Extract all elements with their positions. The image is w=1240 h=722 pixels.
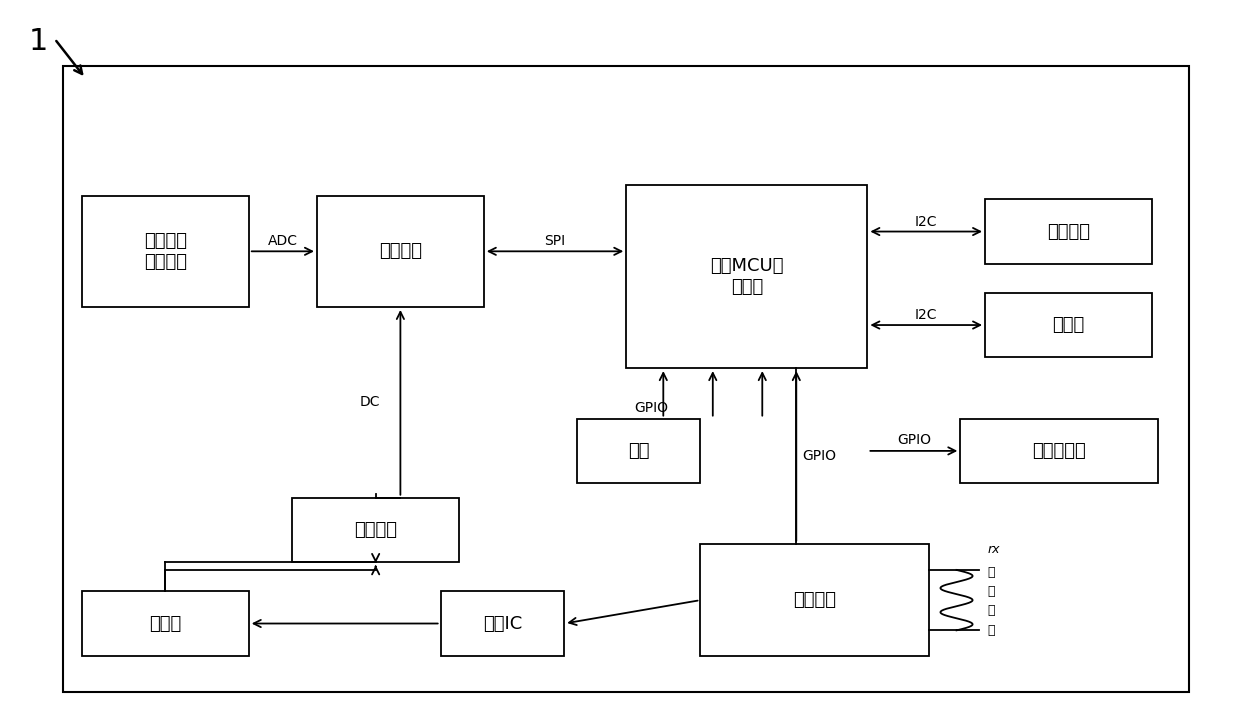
Bar	[960, 419, 1158, 483]
Text: 按键: 按键	[627, 442, 650, 460]
Text: I2C: I2C	[915, 214, 937, 229]
Text: 充电状态灯: 充电状态灯	[1033, 442, 1086, 460]
Text: rx: rx	[987, 543, 999, 556]
Text: 电量计: 电量计	[1053, 316, 1085, 334]
Text: ADC: ADC	[268, 234, 298, 248]
Bar	[440, 591, 564, 656]
Text: SPI: SPI	[544, 234, 565, 248]
Text: 主控MCU处
理芯片: 主控MCU处 理芯片	[711, 257, 784, 296]
Text: 锂电池: 锂电池	[149, 614, 181, 632]
Text: 接: 接	[987, 565, 994, 578]
Text: GPIO: GPIO	[634, 401, 668, 415]
Text: 线: 线	[987, 604, 994, 617]
Text: GPIO: GPIO	[802, 449, 837, 464]
Bar	[63, 66, 1189, 692]
Text: I2C: I2C	[915, 308, 937, 322]
Text: 加速度计: 加速度计	[1047, 222, 1090, 240]
Bar	[985, 292, 1152, 357]
Text: 收: 收	[987, 585, 994, 598]
Text: 圈: 圈	[987, 624, 994, 637]
Text: 1: 1	[29, 27, 48, 56]
Bar	[317, 196, 484, 307]
Bar	[701, 544, 929, 656]
Text: 无线充电: 无线充电	[794, 591, 836, 609]
Text: DC: DC	[360, 396, 379, 409]
Text: GPIO: GPIO	[897, 433, 931, 448]
Text: 充电IC: 充电IC	[482, 614, 522, 632]
Bar	[626, 185, 868, 368]
Bar	[82, 196, 249, 307]
Text: 稳压芯片: 稳压芯片	[355, 521, 397, 539]
Bar	[293, 497, 459, 562]
Bar	[985, 199, 1152, 264]
Bar	[577, 419, 701, 483]
Text: 模数转换: 模数转换	[379, 243, 422, 261]
Text: 重量采集
传感模块: 重量采集 传感模块	[144, 232, 187, 271]
Bar	[82, 591, 249, 656]
